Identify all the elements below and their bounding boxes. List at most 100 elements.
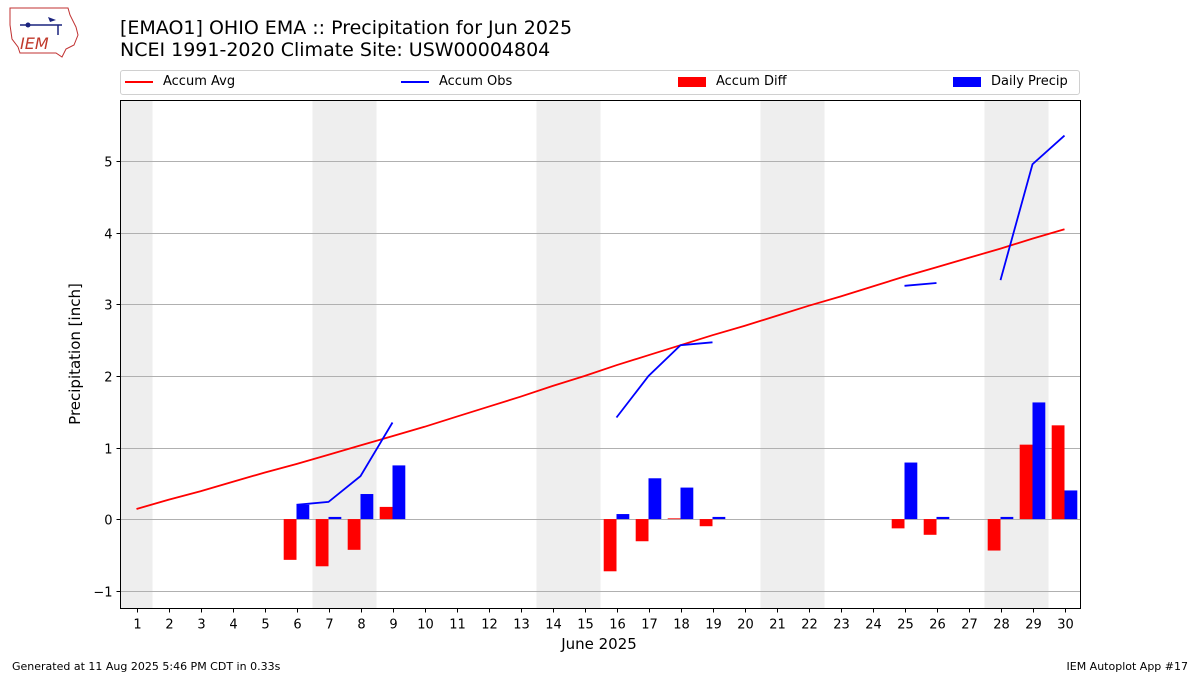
weekend-shade-day-8 [344,100,377,609]
xtick-label-22: 22 [801,618,818,633]
accum-obs-line-segment-2 [904,282,937,287]
iem-logo: IEM [9,7,79,58]
xtick-label-4: 4 [229,618,237,633]
chart-legend: Accum Avg Accum Obs Accum Diff Daily Pre… [120,70,1080,95]
legend-item-accum-obs: Accum Obs [401,74,512,89]
weekend-shade-day-22 [792,100,825,609]
lines [136,134,1066,510]
accum-diff-bar-day-29 [1019,444,1033,520]
accum-diff-bar-day-26 [923,519,937,535]
plot-frame [120,100,1081,609]
ytick-label-2: 2 [104,371,112,386]
xtick-label-26: 26 [929,618,946,633]
legend-item-accum-diff: Accum Diff [678,74,787,89]
xtick-label-27: 27 [961,618,978,633]
xtick-label-20: 20 [737,618,754,633]
xtick-label-5: 5 [261,618,269,633]
accum-diff-bar-day-8 [347,519,361,550]
daily-precip-bar-day-26 [936,516,950,520]
xtick-label-16: 16 [609,618,626,633]
daily-precip-bar-day-19 [712,516,726,520]
xtick-label-9: 9 [389,618,397,633]
legend-swatch-daily-precip [953,76,981,87]
xtick-label-17: 17 [641,618,658,633]
legend-label-accum-avg: Accum Avg [163,74,236,89]
y-axis-ticks: −1 0 1 2 3 4 5 [93,156,121,601]
xtick-label-10: 10 [417,618,434,633]
weekend-shade-day-21 [760,100,793,609]
gridlines [120,161,1081,592]
xtick-label-14: 14 [545,618,562,633]
xtick-label-29: 29 [1025,618,1042,633]
xtick-label-23: 23 [833,618,850,633]
accum-diff-bar-day-7 [315,519,329,567]
xtick-label-12: 12 [481,618,498,633]
daily-precip-bar-day-7 [328,516,342,520]
ytick-label-3: 3 [104,299,112,314]
logo-text: IEM [20,34,49,53]
xtick-label-13: 13 [513,618,530,633]
bars [283,402,1078,572]
ytick-label-0: 0 [104,514,112,529]
xtick-label-7: 7 [325,618,333,633]
accum-diff-bar-day-18 [667,518,681,520]
legend-label-daily-precip: Daily Precip [991,74,1068,89]
footer-generated: Generated at 11 Aug 2025 5:46 PM CDT in … [12,660,281,673]
accum-obs-line-segment-3 [999,134,1066,281]
y-axis-label: Precipitation [inch] [66,283,84,425]
daily-precip-bar-day-29 [1032,402,1046,520]
ytick-label--1: −1 [93,586,112,601]
xtick-label-28: 28 [993,618,1010,633]
xtick-label-18: 18 [673,618,690,633]
xtick-label-1: 1 [133,618,141,633]
xtick-label-8: 8 [357,618,365,633]
x-axis-label: June 2025 [560,635,637,653]
daily-precip-bar-day-18 [680,487,694,520]
daily-precip-bar-day-28 [1000,516,1014,520]
daily-precip-bar-day-16 [616,514,630,520]
ytick-label-4: 4 [104,228,112,243]
legend-label-accum-obs: Accum Obs [439,74,513,89]
daily-precip-bar-day-9 [392,465,406,520]
footer-app: IEM Autoplot App #17 [1066,660,1189,673]
weekend-shading [120,100,1049,609]
weekend-shade-day-28 [984,100,1017,609]
weekend-shade-day-1 [120,100,153,609]
ytick-label-1: 1 [104,443,112,458]
xtick-label-21: 21 [769,618,786,633]
legend-label-accum-diff: Accum Diff [716,74,787,89]
legend-swatch-accum-avg [125,80,153,83]
weekend-shade-day-15 [568,100,601,609]
xtick-label-6: 6 [293,618,301,633]
xtick-label-24: 24 [865,618,882,633]
xtick-label-30: 30 [1057,618,1074,633]
accum-obs-line-segment-0 [296,422,394,506]
xtick-label-15: 15 [577,618,594,633]
legend-swatch-accum-obs [401,80,429,83]
title-line-2: NCEI 1991-2020 Climate Site: USW00004804 [120,39,551,61]
accum-diff-bar-day-28 [987,519,1001,551]
accum-diff-bar-day-17 [635,519,649,542]
xtick-label-2: 2 [165,618,173,633]
accum-diff-bar-day-16 [603,519,617,572]
legend-swatch-accum-diff [678,76,706,87]
legend-item-daily-precip: Daily Precip [953,74,1068,89]
legend-item-accum-avg: Accum Avg [125,74,235,89]
accum-diff-bar-day-6 [283,519,297,560]
accum-diff-bar-day-25 [891,519,905,529]
xtick-label-3: 3 [197,618,205,633]
accum-diff-bar-day-9 [379,506,393,520]
weekend-shade-day-14 [536,100,569,609]
daily-precip-bar-day-17 [648,478,662,520]
xtick-label-19: 19 [705,618,722,633]
weekend-shade-day-7 [312,100,345,609]
xtick-label-11: 11 [449,618,466,633]
title-line-1: [EMAO1] OHIO EMA :: Precipitation for Ju… [120,17,573,39]
accum-diff-bar-day-19 [699,519,713,527]
xtick-label-25: 25 [897,618,914,633]
accum-diff-bar-day-30 [1051,425,1065,520]
ytick-label-5: 5 [104,156,112,171]
chart-title: [EMAO1] OHIO EMA :: Precipitation for Ju… [120,17,572,61]
daily-precip-bar-day-25 [904,462,918,520]
daily-precip-bar-day-30 [1064,490,1078,520]
